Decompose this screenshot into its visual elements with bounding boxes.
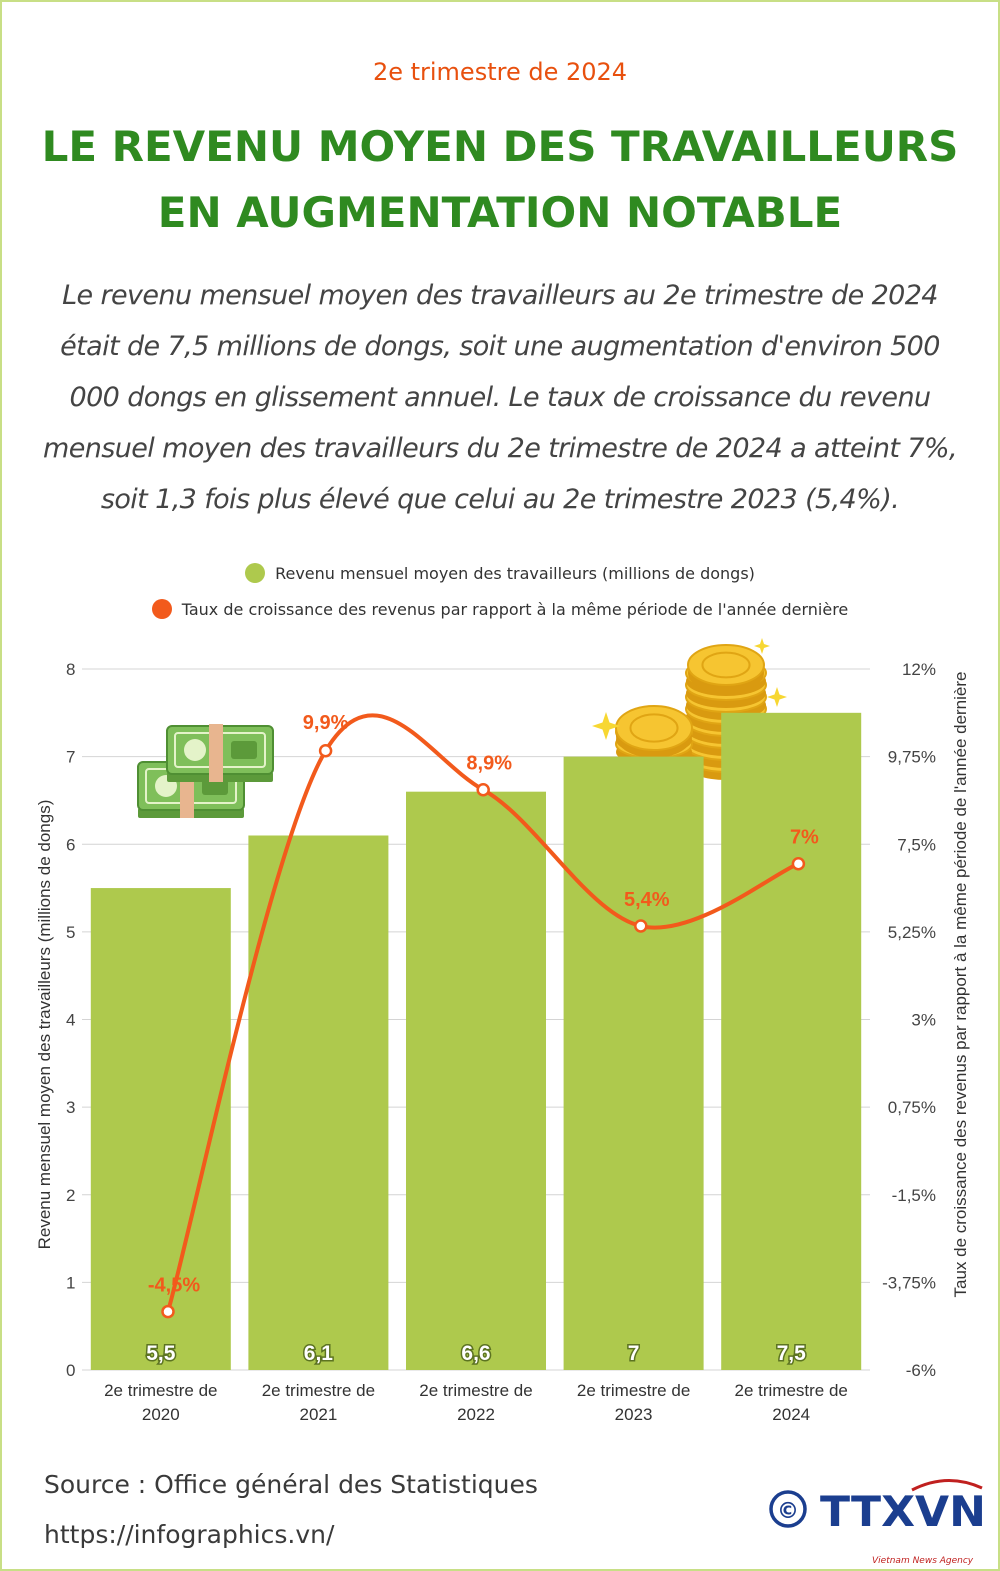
- copyright-icon: [769, 1490, 807, 1528]
- left-tick-label: 4: [66, 1011, 75, 1030]
- sparkle-icon: [592, 712, 620, 740]
- growth-rate-label: 9,9%: [303, 712, 349, 734]
- agency-tagline: Vietnam News Agency: [872, 1556, 974, 1566]
- title-line-1: LE REVENU MOYEN DES TRAVAILLEURS: [41, 122, 959, 171]
- right-tick-label: 9,75%: [888, 748, 936, 767]
- growth-rate-point: [791, 856, 806, 871]
- intro-line-2: était de 7,5 millions de dongs, soit une…: [60, 331, 940, 362]
- banknote-medallion-icon: [184, 739, 206, 761]
- bar: [563, 756, 704, 1370]
- bar-value-label: 6,6: [461, 1342, 490, 1365]
- right-tick-label: 3%: [911, 1011, 936, 1030]
- right-axis-title: Taux de croissance des revenus par rappo…: [951, 671, 970, 1297]
- bar: [721, 712, 862, 1370]
- right-tick-label: 12%: [902, 660, 936, 679]
- sparkle-icon: [767, 687, 787, 707]
- x-tick-label-year: 2023: [615, 1405, 653, 1424]
- ttxvn-logo: © TTXVN: [769, 1478, 986, 1536]
- x-tick-label: 2e trimestre de: [577, 1381, 690, 1400]
- intro-line-1: Le revenu mensuel moyen des travailleurs…: [62, 280, 938, 311]
- x-tick-label: 2e trimestre de: [419, 1381, 532, 1400]
- bar: [406, 791, 546, 1370]
- coin-icon: [615, 705, 693, 751]
- left-tick-label: 7: [66, 748, 75, 767]
- legend-line-series: Taux de croissance des revenus par rappo…: [2, 599, 998, 619]
- right-tick-label: 7,5%: [897, 835, 936, 854]
- right-tick-label: 5,25%: [888, 923, 936, 942]
- x-tick-label: 2e trimestre de: [262, 1381, 375, 1400]
- sparkle-icon: [754, 638, 770, 654]
- left-axis-title: Revenu mensuel moyen des travailleurs (m…: [35, 800, 54, 1250]
- growth-rate-point: [318, 744, 333, 758]
- left-tick-label: 0: [66, 1361, 75, 1380]
- banknote-band-icon: [209, 724, 223, 782]
- right-tick-label: 0,75%: [888, 1098, 936, 1117]
- bar: [90, 888, 231, 1370]
- combo-chart: 0 1 2 3 4 5 6 7 8 -6% -3,75% -1,5% 0,75% 3% 5,25% 7,5% 9…: [35, 638, 970, 1424]
- legend-bar-series: Revenu mensuel moyen des travailleurs (m…: [2, 563, 998, 583]
- x-tick-label-year: 2020: [142, 1405, 180, 1424]
- right-tick-label: -3,75%: [882, 1273, 936, 1292]
- x-tick-label-year: 2022: [457, 1405, 495, 1424]
- main-title: LE REVENU MOYEN DES TRAVAILLEURS EN AUGM…: [2, 114, 998, 246]
- left-tick-label: 8: [66, 660, 75, 679]
- legend-line-label: Taux de croissance des revenus par rappo…: [181, 600, 849, 619]
- left-tick-label: 1: [66, 1273, 75, 1292]
- x-tick-label: 2e trimestre de: [104, 1381, 217, 1400]
- bar-value-label: 5,5: [146, 1342, 176, 1365]
- bar-value-label: 7: [628, 1342, 640, 1365]
- coin-icon: [687, 644, 765, 686]
- growth-rate-label: 7%: [790, 827, 819, 849]
- subtitle: 2e trimestre de 2024: [372, 58, 628, 86]
- left-tick-label: 5: [66, 923, 75, 942]
- intro-line-5: soit 1,3 fois plus élevé que celui au 2e…: [100, 484, 900, 515]
- right-tick-label: -6%: [906, 1361, 936, 1380]
- left-tick-label: 6: [66, 835, 75, 854]
- left-tick-label: 2: [66, 1186, 75, 1205]
- right-tick-label: -1,5%: [892, 1186, 936, 1205]
- growth-rate-point: [476, 782, 490, 797]
- intro-paragraph: Le revenu mensuel moyen des travailleurs…: [32, 270, 968, 525]
- coin-ring-icon: [701, 651, 751, 679]
- intro-line-4: mensuel moyen des travailleurs du 2e tri…: [43, 433, 957, 464]
- title-line-2: EN AUGMENTATION NOTABLE: [157, 188, 843, 237]
- legend-bar-label: Revenu mensuel moyen des travailleurs (m…: [275, 564, 755, 583]
- bar-value-label: 6,1: [304, 1342, 334, 1365]
- banknote-mark-icon: [231, 741, 257, 759]
- source-text: Source : Office général des Statistiques: [44, 1470, 538, 1499]
- growth-rate-label: -4,5%: [148, 1275, 200, 1297]
- copyright-letter: ©: [777, 1499, 799, 1524]
- growth-rate-point: [161, 1304, 175, 1319]
- coin-ring-icon: [629, 713, 679, 743]
- logo-swoosh-icon: [911, 1478, 983, 1492]
- legend-bar-swatch: [245, 563, 266, 583]
- logo-wordmark: TTXVN: [820, 1487, 986, 1536]
- growth-rate-label: 8,9%: [466, 753, 512, 775]
- source-url: https://infographics.vn/: [44, 1520, 335, 1549]
- x-tick-label-year: 2024: [772, 1405, 810, 1424]
- growth-rate-line: [166, 713, 801, 1314]
- growth-rate-label: 5,4%: [624, 889, 670, 911]
- bar-value-label: 7,5: [777, 1342, 807, 1365]
- x-tick-label-year: 2021: [299, 1405, 337, 1424]
- x-tick-label: 2e trimestre de: [735, 1381, 848, 1400]
- left-tick-label: 3: [66, 1098, 75, 1117]
- legend-line-swatch: [151, 599, 172, 619]
- intro-line-3: 000 dongs en glissement annuel. Le taux …: [69, 382, 932, 413]
- growth-rate-point: [634, 919, 648, 933]
- bar: [248, 835, 389, 1370]
